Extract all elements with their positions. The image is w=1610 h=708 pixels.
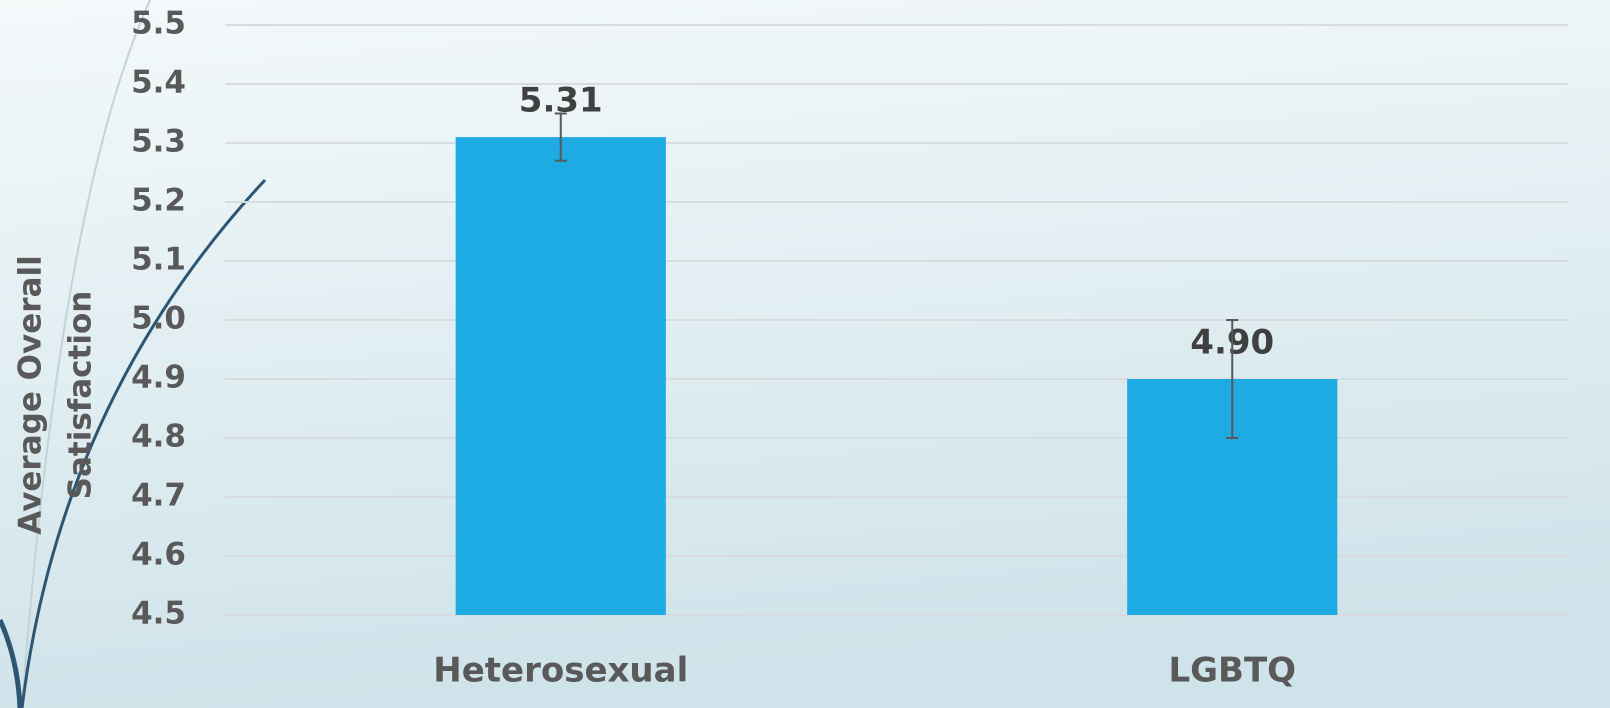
x-tick-label: Heterosexual [433,651,688,691]
y-axis-title: Average Overall [13,255,49,534]
decor-curve [0,618,23,708]
y-tick-label: 4.6 [131,537,186,573]
y-tick-label: 5.5 [131,6,186,42]
plot-area: 4.54.64.74.84.95.05.15.25.35.45.55.31Het… [131,6,1568,691]
decor-curve [21,0,151,708]
y-tick-label: 5.1 [131,242,186,278]
error-bar [1226,319,1239,439]
y-tick-label: 5.3 [131,124,186,160]
y-tick-label: 4.5 [131,596,186,632]
bar [455,137,666,615]
y-axis-title: Satisfaction [63,291,99,500]
y-tick-label: 4.9 [131,360,186,396]
y-tick-label: 5.4 [131,65,186,101]
y-tick-label: 5.0 [131,301,186,337]
x-tick-label: LGBTQ [1168,651,1296,691]
y-tick-label: 4.8 [131,419,186,455]
decor-curve [20,178,267,708]
error-bar [554,112,567,162]
y-tick-label: 4.7 [131,478,186,514]
y-tick-label: 5.2 [131,183,186,219]
